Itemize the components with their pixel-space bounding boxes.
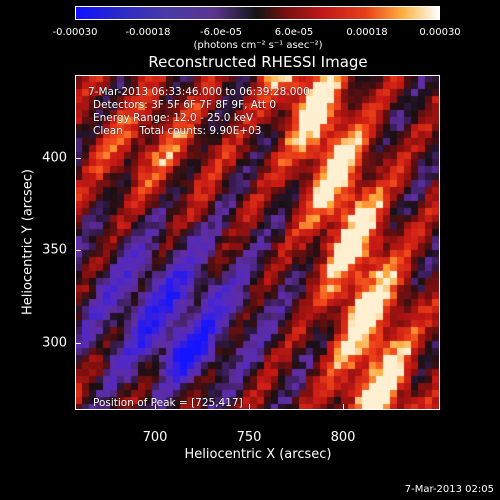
y-tick-label: 300 — [42, 335, 67, 351]
colorbar-units: (photons cm⁻² s⁻¹ asec⁻²) — [193, 40, 323, 51]
annotation-energy-range: Energy Range: 12.0 - 25.0 keV — [93, 112, 254, 124]
colorbar-tick-label: 0.00018 — [346, 27, 388, 38]
x-tick-mark — [343, 404, 344, 410]
y-axis-label: Heliocentric Y (arcsec) — [20, 169, 36, 315]
x-tick-mark — [155, 404, 156, 410]
y-tick-mark — [75, 343, 81, 344]
x-tick-label: 800 — [330, 430, 356, 445]
annotation-clean-counts: Clean Total counts: 9.90E+03 — [93, 125, 262, 137]
y-tick-mark — [75, 250, 81, 251]
x-tick-mark — [249, 404, 250, 410]
x-tick-label: 750 — [236, 430, 262, 445]
annotation-peak-position: Position of Peak = [725,417] — [93, 397, 243, 409]
rhessi-image-heatmap — [75, 75, 440, 410]
y-tick-label: 350 — [42, 242, 67, 258]
annotation-time-range: 7-Mar-2013 06:33:46.000 to 06:39:28.000 — [88, 86, 310, 98]
colorbar-tick-label: 0.00030 — [419, 27, 461, 38]
colorbar-tick-label: 6.0e-05 — [274, 27, 314, 38]
colorbar — [75, 6, 440, 20]
chart-title: Reconstructed RHESSI Image — [148, 53, 368, 71]
footer-timestamp: 7-Mar-2013 02:05 — [404, 484, 494, 495]
y-tick-label: 400 — [42, 150, 67, 166]
colorbar-tick-label: -0.00018 — [125, 27, 171, 38]
colorbar-tick-label: -6.0e-05 — [200, 27, 242, 38]
colorbar-tick-label: -0.00030 — [52, 27, 98, 38]
x-tick-label: 700 — [142, 430, 168, 445]
x-axis-label: Heliocentric X (arcsec) — [184, 447, 332, 462]
y-tick-mark — [75, 158, 81, 159]
annotation-detectors: Detectors: 3F 5F 6F 7F 8F 9F, Att 0 — [93, 99, 277, 111]
